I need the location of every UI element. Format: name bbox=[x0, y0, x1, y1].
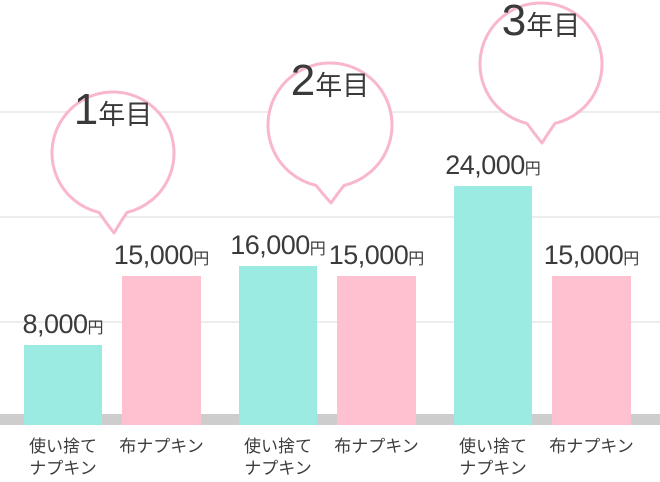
bar-category-label: 布ナプキン bbox=[537, 436, 647, 458]
bar-disposable-napkin-year3 bbox=[454, 186, 532, 425]
bar-value-unit: 円 bbox=[623, 251, 640, 268]
year-bubble-label: 1 年目 bbox=[52, 88, 174, 210]
bar-category-label: 使い捨て ナプキン bbox=[223, 436, 333, 480]
bar-value-number: 8,000 bbox=[22, 309, 88, 339]
bar-value-label: 16,000円 bbox=[208, 230, 348, 261]
bar-category-label-line: ナプキン bbox=[459, 459, 527, 478]
bar-category-label-line: 布ナプキン bbox=[549, 437, 634, 456]
bar-value-label: 15,000円 bbox=[307, 240, 447, 271]
bar-value-label: 15,000円 bbox=[522, 240, 660, 271]
year-bubble-number: 2 bbox=[290, 56, 316, 105]
bar-value-number: 24,000 bbox=[445, 150, 525, 180]
bar-category-label-line: 使い捨て bbox=[459, 437, 527, 456]
bar-value-unit: 円 bbox=[193, 251, 210, 268]
bar-disposable-napkin-year2 bbox=[239, 266, 317, 425]
bar-category-label-line: ナプキン bbox=[29, 459, 97, 478]
bar-category-label: 布ナプキン bbox=[322, 436, 432, 458]
bar-cloth-napkin-year1 bbox=[122, 276, 201, 425]
bar-disposable-napkin-year1 bbox=[24, 345, 102, 425]
year-bubble-label: 3 年目 bbox=[480, 0, 602, 121]
gridline bbox=[0, 216, 660, 218]
bar-value-unit: 円 bbox=[524, 161, 541, 178]
bar-value-unit: 円 bbox=[408, 251, 425, 268]
gridline bbox=[0, 321, 660, 323]
bar-category-label-line: 布ナプキン bbox=[119, 437, 204, 456]
bar-cloth-napkin-year3 bbox=[552, 276, 631, 425]
bar-value-label: 8,000円 bbox=[0, 309, 133, 340]
bar-category-label: 使い捨て ナプキン bbox=[438, 436, 548, 480]
year-bubble-label: 2 年目 bbox=[268, 59, 392, 183]
bar-value-label: 15,000円 bbox=[92, 240, 232, 271]
bar-cloth-napkin-year2 bbox=[337, 276, 416, 425]
bar-value-unit: 円 bbox=[87, 320, 104, 337]
bar-value-label: 24,000円 bbox=[423, 150, 563, 181]
year-bubble-suffix: 年目 bbox=[98, 100, 153, 130]
bar-value-number: 16,000 bbox=[230, 230, 310, 260]
year-bubble-suffix: 年目 bbox=[315, 71, 370, 101]
bar-category-label-line: 使い捨て bbox=[244, 437, 312, 456]
bar-value-number: 15,000 bbox=[113, 240, 194, 270]
bar-value-unit: 円 bbox=[309, 241, 326, 258]
year-bubble-number: 3 bbox=[501, 0, 527, 45]
bar-category-label-line: ナプキン bbox=[244, 459, 312, 478]
year-bubble-suffix: 年目 bbox=[526, 11, 581, 41]
bar-category-label: 布ナプキン bbox=[107, 436, 217, 458]
bar-value-number: 15,000 bbox=[328, 240, 409, 270]
bar-category-label-line: 使い捨て bbox=[29, 437, 97, 456]
bar-category-label: 使い捨て ナプキン bbox=[8, 436, 118, 480]
bar-category-label-line: 布ナプキン bbox=[334, 437, 419, 456]
year-bubble-number: 1 bbox=[73, 85, 99, 134]
x-axis-baseline bbox=[0, 414, 660, 425]
bar-value-number: 15,000 bbox=[543, 240, 624, 270]
